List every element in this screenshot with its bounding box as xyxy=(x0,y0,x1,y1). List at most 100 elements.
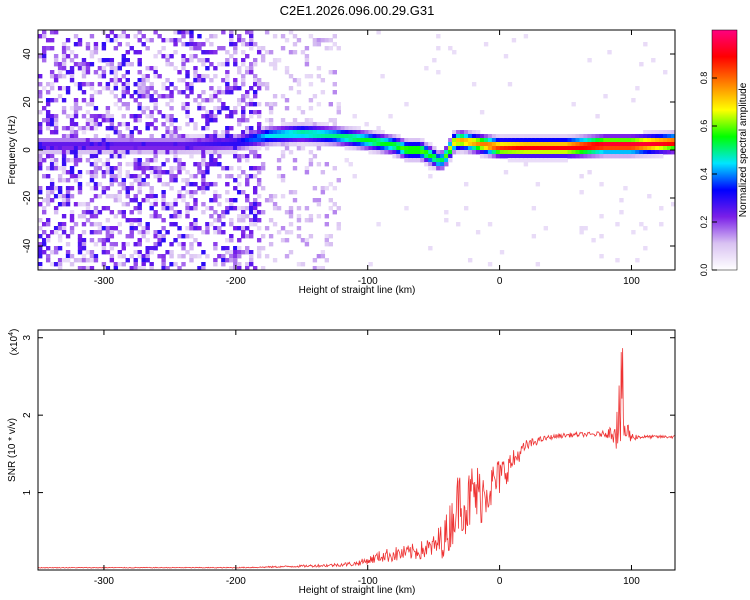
heatmap-cell xyxy=(205,146,210,151)
heatmap-cell xyxy=(655,138,660,143)
heatmap-cell xyxy=(372,150,377,155)
x-tick-label: 0 xyxy=(497,276,503,287)
heatmap-cell xyxy=(288,190,294,195)
heatmap-cell xyxy=(85,202,91,207)
heatmap-cell xyxy=(113,142,119,147)
heatmap-cell xyxy=(85,118,91,123)
heatmap-cell xyxy=(113,226,119,231)
heatmap-cell xyxy=(237,254,242,259)
heatmap-cell xyxy=(543,142,548,147)
heatmap-cell xyxy=(643,130,648,135)
heatmap-cell xyxy=(65,258,71,263)
heatmap-cell xyxy=(627,154,632,159)
heatmap-cell xyxy=(161,238,166,243)
heatmap-cell xyxy=(105,162,111,167)
heatmap-cell xyxy=(53,126,59,131)
heatmap-cell xyxy=(117,194,123,199)
heatmap-cell xyxy=(97,138,103,143)
heatmap-cell xyxy=(125,174,130,179)
heatmap-cell xyxy=(181,150,186,155)
heatmap-cell xyxy=(336,138,341,143)
heatmap-cell xyxy=(149,114,154,119)
heatmap-cell xyxy=(284,126,290,131)
heatmap-cell xyxy=(45,90,51,95)
heatmap-cell xyxy=(519,150,525,155)
heatmap-cell xyxy=(185,94,190,99)
heatmap-cell xyxy=(113,198,119,203)
heatmap-cell xyxy=(221,258,226,263)
heatmap-cell xyxy=(424,150,429,155)
heatmap-cell xyxy=(603,142,608,147)
heatmap-cell xyxy=(280,238,286,243)
heatmap-cell xyxy=(173,138,178,143)
heatmap-cell xyxy=(221,90,226,95)
heatmap-cell xyxy=(635,138,640,143)
heatmap-cell xyxy=(77,126,83,131)
heatmap-cell xyxy=(256,134,262,139)
heatmap-cell xyxy=(531,234,537,239)
heatmap-cell xyxy=(288,210,294,215)
heatmap-cell xyxy=(117,210,123,215)
heatmap-cell xyxy=(185,30,190,35)
heatmap-cell xyxy=(233,154,238,159)
heatmap-cell xyxy=(655,150,660,155)
heatmap-cell xyxy=(201,210,206,215)
heatmap-cell xyxy=(587,146,592,151)
heatmap-cell xyxy=(252,62,258,67)
heatmap-cell xyxy=(324,38,330,43)
colorbar-ticks: 0.00.20.40.60.8 xyxy=(699,72,717,276)
heatmap-cell xyxy=(113,146,119,151)
heatmap-cell xyxy=(519,134,525,139)
heatmap-cell xyxy=(217,162,222,167)
heatmap-cell xyxy=(53,194,59,199)
heatmap-cell xyxy=(137,202,142,207)
heatmap-cell xyxy=(93,174,99,179)
heatmap-cell xyxy=(113,154,119,159)
heatmap-cell xyxy=(41,198,47,203)
heatmap-cell xyxy=(312,130,318,135)
heatmap-cell xyxy=(316,102,322,107)
heatmap-cell xyxy=(113,82,119,87)
heatmap-cell xyxy=(233,86,238,91)
heatmap-cell xyxy=(249,98,254,103)
heatmap-cell xyxy=(169,62,174,67)
heatmap-cell xyxy=(38,254,43,259)
heatmap-cell xyxy=(452,130,457,135)
heatmap-cell xyxy=(396,134,401,139)
heatmap-cell xyxy=(61,46,67,51)
heatmap-cell xyxy=(225,146,230,151)
heatmap-cell xyxy=(89,258,95,263)
heatmap-cell xyxy=(49,46,55,51)
heatmap-cell xyxy=(316,254,322,259)
heatmap-cell xyxy=(153,138,158,143)
heatmap-cell xyxy=(308,150,314,155)
heatmap-cell xyxy=(205,98,210,103)
heatmap-cell xyxy=(157,214,162,219)
heatmap-cell xyxy=(332,134,337,139)
heatmap-cell xyxy=(65,70,71,75)
heatmap-cell xyxy=(547,154,552,159)
heatmap-cell xyxy=(567,150,572,155)
heatmap-cell xyxy=(117,150,123,155)
heatmap-cell xyxy=(233,106,238,111)
heatmap-cell xyxy=(217,46,222,51)
heatmap-cell xyxy=(241,206,246,211)
heatmap-cell xyxy=(241,110,246,115)
heatmap-cell xyxy=(53,74,59,79)
heatmap-cell xyxy=(117,162,123,167)
heatmap-cell xyxy=(440,154,445,159)
heatmap-cell xyxy=(89,230,95,235)
heatmap-cell xyxy=(49,82,55,87)
heatmap-cell xyxy=(61,106,67,111)
heatmap-cell xyxy=(53,118,59,123)
heatmap-cell xyxy=(161,226,166,231)
heatmap-cell xyxy=(543,226,548,231)
heatmap-cell xyxy=(161,170,166,175)
heatmap-cell xyxy=(141,166,146,171)
heatmap-cell xyxy=(296,122,302,127)
heatmap-cell xyxy=(145,90,150,95)
heatmap-cell xyxy=(65,54,71,59)
heatmap-cell xyxy=(165,118,170,123)
heatmap-cell xyxy=(324,126,330,131)
heatmap-cell xyxy=(89,118,95,123)
